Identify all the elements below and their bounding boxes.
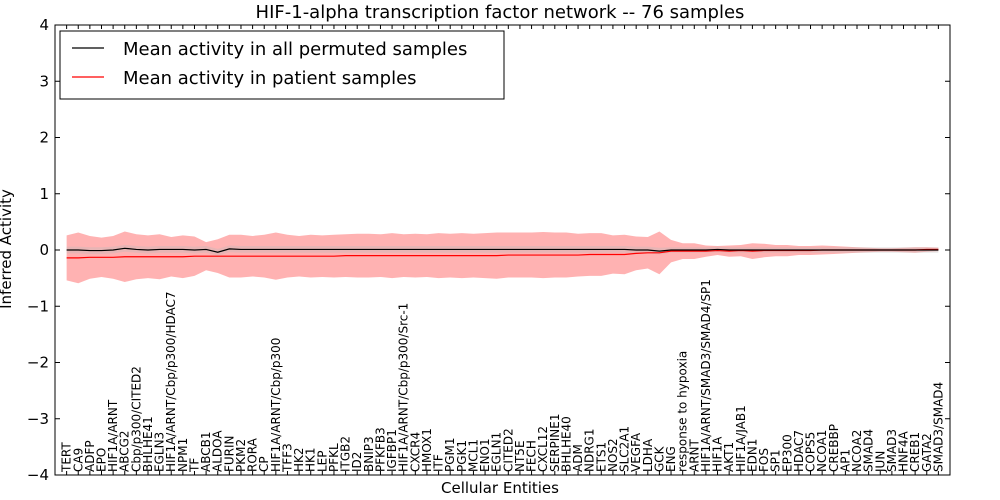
x-tick-label: ETS1 bbox=[594, 442, 608, 472]
x-tick-label: HIF1A bbox=[711, 436, 725, 472]
x-tick-label: PKM2 bbox=[234, 439, 248, 472]
x-tick-label: CITED2 bbox=[501, 428, 515, 472]
x-tick-label: ITF bbox=[432, 454, 446, 472]
y-tick-label: −3 bbox=[27, 410, 49, 428]
series-band-permuted bbox=[66, 244, 939, 256]
series-band-patient bbox=[66, 231, 939, 284]
x-tick-label: TF bbox=[187, 458, 201, 473]
legend: Mean activity in all permuted samples Me… bbox=[59, 30, 505, 100]
x-tick-label: CXCL12 bbox=[536, 426, 550, 472]
chart-title: HIF-1-alpha transcription factor network… bbox=[256, 2, 745, 23]
x-tick-label: ENG bbox=[664, 446, 678, 472]
x-tick-label: HIF1A/ARNT/SMAD3/SMAD4/SP1 bbox=[699, 279, 713, 472]
x-tick-label: SMAD4 bbox=[862, 429, 876, 472]
x-tick-label: LEP bbox=[315, 450, 329, 472]
x-tick-label: NT5E bbox=[513, 440, 527, 472]
x-tick-label: HMOX1 bbox=[420, 428, 434, 472]
legend-label-permuted: Mean activity in all permuted samples bbox=[123, 39, 467, 60]
x-tick-label: HDAC7 bbox=[792, 430, 806, 472]
x-tick-label: HIF1A/ARNT bbox=[106, 399, 120, 472]
x-tick-label: MCL1 bbox=[466, 439, 480, 472]
x-tick-label: EGLN1 bbox=[490, 432, 504, 472]
x-tick-label: ALDOA bbox=[211, 430, 225, 472]
x-tick-label: NCOA1 bbox=[815, 430, 829, 472]
x-tick-label: NOS2 bbox=[606, 438, 620, 472]
x-tick-label: LDHA bbox=[641, 438, 655, 472]
y-tick-label: 4 bbox=[39, 16, 49, 34]
x-tick-label: TFF3 bbox=[280, 443, 294, 473]
x-tick-label: EPO bbox=[94, 448, 108, 472]
x-tick-label: SLC2A1 bbox=[618, 426, 632, 472]
x-tick-label: HIF1A/ARNT/Cbp/p300/HDAC7 bbox=[164, 291, 178, 472]
x-tick-label: PFKFB3 bbox=[373, 427, 387, 472]
x-tick-label: PGM1 bbox=[443, 437, 457, 472]
x-tick-label: BHLHE40 bbox=[559, 416, 573, 472]
x-tick-label: GCK bbox=[652, 445, 666, 472]
x-tick-label: ENO1 bbox=[478, 438, 492, 472]
x-tick-label: NPM1 bbox=[176, 438, 190, 472]
x-tick-label: ABCG2 bbox=[118, 430, 132, 472]
x-tick-label: SERPINE1 bbox=[548, 413, 562, 472]
x-tick-label: HIF1A/ARNT/Cbp/p300 bbox=[269, 338, 283, 472]
x-tick-label: NCOA2 bbox=[850, 430, 864, 472]
x-tick-label: PFKL bbox=[327, 443, 341, 472]
x-tick-label: SMAD3/SMAD4 bbox=[931, 382, 945, 472]
x-tick-label: EDN1 bbox=[745, 439, 759, 472]
axes: −4−3−2−101234TERTCA9ADFPEPOHIF1A/ARNTABC… bbox=[27, 16, 950, 484]
x-tick-label: JUN bbox=[873, 451, 887, 473]
x-tick-label: FURIN bbox=[222, 435, 236, 472]
x-tick-label: ADFP bbox=[83, 440, 97, 472]
y-tick-label: −4 bbox=[27, 466, 49, 484]
x-tick-label: VEGFA bbox=[629, 432, 643, 472]
x-tick-label: ABCB1 bbox=[199, 432, 213, 472]
x-tick-label: response to hypoxia bbox=[676, 351, 690, 472]
x-tick-label: IGFBP1 bbox=[385, 429, 399, 472]
x-tick-label: CREB1 bbox=[908, 432, 922, 472]
plot-area bbox=[66, 231, 939, 284]
legend-box bbox=[59, 30, 505, 100]
y-tick-label: 3 bbox=[39, 72, 49, 90]
x-tick-label: AKT1 bbox=[722, 442, 736, 472]
x-tick-label: BNIP3 bbox=[362, 436, 376, 472]
y-tick-label: −2 bbox=[27, 354, 49, 372]
x-tick-label: HNF4A bbox=[897, 430, 911, 472]
x-tick-label: HIF1A/JAB1 bbox=[734, 405, 748, 472]
x-tick-label: CREBBP bbox=[827, 424, 841, 472]
x-tick-label: HK2 bbox=[292, 447, 306, 472]
x-tick-label: ARNT bbox=[687, 438, 701, 472]
x-tick-label: COPS5 bbox=[804, 432, 818, 472]
x-tick-label: AP1 bbox=[838, 449, 852, 472]
x-tick-label: ADM bbox=[571, 444, 585, 472]
y-axis-label: Inferred Activity bbox=[0, 189, 15, 309]
x-tick-label: HIF1A/ARNT/Cbp/p300/Src-1 bbox=[397, 303, 411, 472]
x-tick-label: EP300 bbox=[780, 434, 794, 472]
x-tick-label: GATA2 bbox=[920, 433, 934, 472]
x-tick-label: CP bbox=[257, 456, 271, 472]
x-tick-label: BHLHE41 bbox=[141, 416, 155, 472]
legend-label-patient: Mean activity in patient samples bbox=[123, 68, 417, 89]
y-tick-label: 1 bbox=[39, 185, 49, 203]
x-tick-label: EGLN3 bbox=[153, 432, 167, 472]
x-tick-label: SP1 bbox=[769, 450, 783, 473]
x-tick-label: ITGB2 bbox=[339, 436, 353, 472]
x-tick-label: ID2 bbox=[350, 452, 364, 472]
series-line-permuted bbox=[66, 247, 939, 253]
x-tick-label: HK1 bbox=[304, 447, 318, 472]
x-tick-label: FOS bbox=[757, 448, 771, 472]
y-tick-label: 0 bbox=[39, 241, 49, 259]
x-tick-label: CXCR4 bbox=[408, 432, 422, 472]
x-tick-label: NDRG1 bbox=[583, 429, 597, 473]
x-tick-label: RORA bbox=[246, 437, 260, 472]
x-tick-label: TERT bbox=[60, 442, 74, 473]
y-tick-label: −1 bbox=[27, 297, 49, 315]
x-tick-label: Cbp/p300/CITED2 bbox=[129, 366, 143, 472]
x-tick-label: FECH bbox=[525, 440, 539, 472]
x-tick-label: SMAD3 bbox=[885, 429, 899, 472]
x-axis-label: Cellular Entities bbox=[441, 479, 559, 497]
y-tick-label: 2 bbox=[39, 129, 49, 147]
x-tick-label: PGK1 bbox=[455, 440, 469, 472]
x-tick-label: CA9 bbox=[71, 448, 85, 472]
